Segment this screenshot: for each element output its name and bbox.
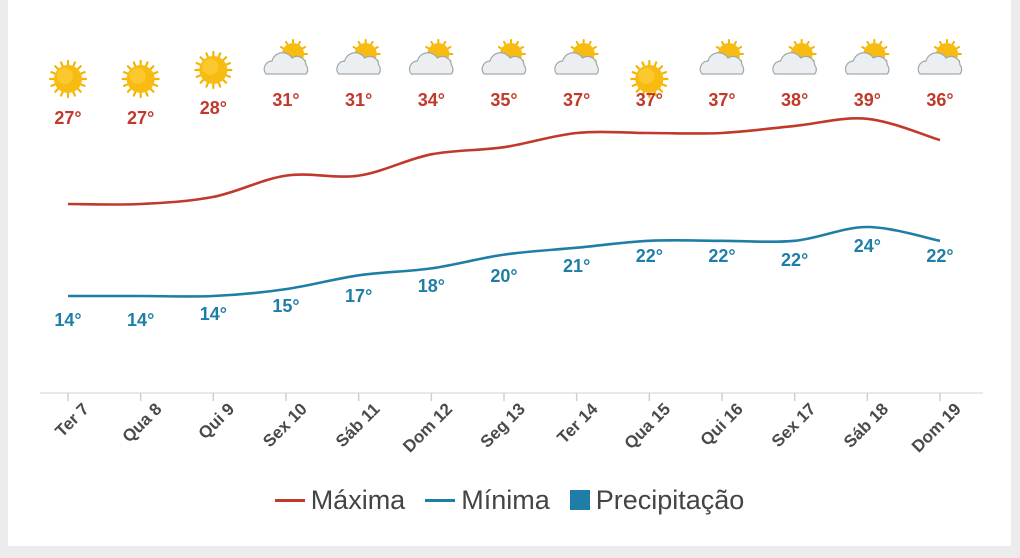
- max-temp-label-11: 39°: [854, 90, 881, 110]
- min-temp-label-4: 17°: [345, 286, 372, 306]
- min-temp-label-7: 21°: [563, 256, 590, 276]
- legend: Máxima Mínima Precipitação: [8, 480, 1011, 520]
- max-temp-label-8: 37°: [636, 90, 663, 110]
- x-tick-label-12: Dom 19: [908, 399, 965, 456]
- partly-cloudy-icon: [917, 39, 963, 75]
- x-tick-label-4: Sáb 11: [332, 399, 384, 451]
- x-tick-label-9: Qui 16: [697, 399, 747, 449]
- min-temp-label-11: 24°: [854, 236, 881, 256]
- min-temp-label-0: 14°: [54, 310, 81, 330]
- x-tick-label-0: Ter 7: [52, 399, 93, 440]
- partly-cloudy-icon: [263, 39, 309, 75]
- legend-item-min[interactable]: Mínima: [425, 485, 550, 516]
- x-tick-label-2: Qui 9: [195, 399, 238, 442]
- x-tick-label-6: Seg 13: [477, 399, 529, 451]
- series-lines: [67, 117, 941, 298]
- partly-cloudy-icon: [845, 39, 890, 75]
- sun-icon: [630, 59, 669, 99]
- max-temperature-line: [67, 117, 941, 206]
- x-tick-label-5: Dom 12: [399, 399, 456, 456]
- x-tick-label-3: Sex 10: [259, 399, 311, 451]
- partly-cloudy-icon: [409, 39, 454, 75]
- partly-cloudy-icon: [772, 39, 817, 75]
- min-temp-label-6: 20°: [490, 266, 517, 286]
- x-tick-label-7: Ter 14: [554, 399, 602, 447]
- max-temp-label-0: 27°: [54, 108, 81, 128]
- x-tick-label-11: Sáb 18: [840, 399, 892, 451]
- max-temp-label-1: 27°: [127, 108, 154, 128]
- legend-precip-label: Precipitação: [595, 484, 745, 515]
- legend-precip-swatch: [569, 490, 590, 510]
- partly-cloudy-icon: [481, 39, 527, 75]
- min-temp-label-8: 22°: [636, 246, 663, 266]
- max-temp-label-5: 34°: [418, 90, 445, 110]
- x-tick-label-10: Sex 17: [768, 399, 820, 451]
- weather-icons: [48, 39, 963, 99]
- max-temp-label-7: 37°: [563, 90, 590, 110]
- sun-icon: [194, 50, 233, 90]
- legend-min-swatch: [425, 498, 456, 502]
- partly-cloudy-icon: [336, 39, 381, 75]
- x-tick-label-1: Qua 8: [119, 399, 166, 446]
- min-temp-label-9: 22°: [708, 246, 735, 266]
- sun-icon: [121, 59, 160, 99]
- max-temp-label-3: 31°: [272, 90, 299, 110]
- sun-icon: [48, 59, 88, 99]
- max-temp-label-9: 37°: [708, 90, 735, 110]
- x-axis-ticks: Ter 7 Qua 8 Qui 9 Sex 10 Sáb 11 Dom 12 Seg 13 T…: [52, 393, 965, 456]
- min-temp-label-10: 22°: [781, 250, 808, 270]
- max-temp-label-4: 31°: [345, 90, 372, 110]
- partly-cloudy-icon: [699, 39, 745, 75]
- x-tick-label-8: Qua 15: [621, 399, 675, 453]
- forecast-card: 27° 27° 28° 31° 31° 34° 35° 37° 37° 37° 38° 39° 36° 1…: [8, 0, 1011, 546]
- min-temperature-line: [68, 225, 941, 298]
- max-temp-label-2: 28°: [200, 98, 227, 118]
- min-temp-label-1: 14°: [127, 310, 154, 330]
- legend-max-label: Máxima: [310, 484, 406, 515]
- max-temp-label-10: 38°: [781, 90, 808, 110]
- legend-item-max[interactable]: Máxima: [274, 484, 406, 516]
- value-labels: 27° 27° 28° 31° 31° 34° 35° 37° 37° 37° 38° 39° 36° 1…: [54, 90, 953, 330]
- min-temp-label-2: 14°: [200, 304, 227, 324]
- max-temp-label-12: 36°: [926, 90, 953, 110]
- legend-max-swatch: [274, 498, 305, 502]
- max-temp-label-6: 35°: [490, 90, 517, 110]
- min-temp-label-3: 15°: [272, 296, 299, 316]
- partly-cloudy-icon: [554, 39, 599, 75]
- min-temp-label-5: 18°: [418, 276, 445, 296]
- legend-min-label: Mínima: [461, 484, 550, 515]
- min-temp-label-12: 22°: [926, 246, 953, 266]
- temperature-chart: 27° 27° 28° 31° 31° 34° 35° 37° 37° 37° 38° 39° 36° 1…: [40, 39, 983, 456]
- legend-item-precip[interactable]: Precipitação: [569, 484, 745, 516]
